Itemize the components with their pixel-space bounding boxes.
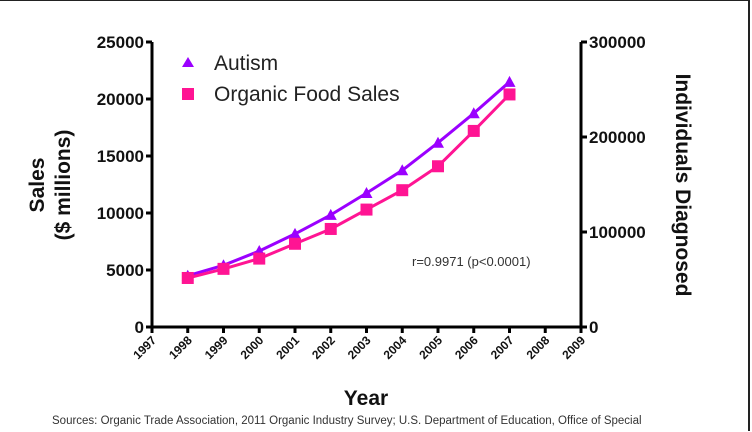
x-tick-label: 2008 [524, 333, 553, 362]
x-tick-label: 2007 [488, 333, 517, 362]
x-tick-label: 2003 [345, 333, 374, 362]
triangle-marker-2001 [289, 227, 301, 239]
y-axis-title-line1: Sales [26, 158, 49, 213]
square-marker-2003 [360, 203, 373, 216]
legend-autism-triangle-icon [182, 57, 194, 67]
x-tick-label: 2004 [381, 333, 410, 362]
y2-tick-label: 300000 [589, 33, 646, 52]
series-lines [187, 80, 511, 280]
y-tick-label: 15000 [97, 147, 144, 166]
triangle-marker-2003 [360, 187, 373, 199]
x-tick-label: 1997 [130, 333, 159, 362]
y-tick-label: 20000 [97, 90, 144, 109]
y-tick-label: 0 [135, 318, 144, 337]
triangle-marker-2007 [503, 75, 516, 87]
square-marker-2007 [503, 88, 516, 101]
legend: Autism Organic Food Sales [182, 52, 400, 106]
x-tick-label: 1999 [202, 333, 231, 362]
x-tick-label: 2000 [238, 333, 267, 362]
triangle-marker-2005 [432, 136, 444, 148]
series-line-organic-food-sales [187, 93, 511, 280]
triangle-marker-2004 [396, 164, 409, 176]
square-marker-1999 [217, 262, 230, 275]
y-tick-label: 5000 [106, 261, 144, 280]
y-tick-label: 10000 [97, 204, 144, 223]
y-tick-label: 25000 [97, 33, 144, 52]
x-tick-label: 1998 [166, 333, 195, 362]
y2-axis-title: Individuals Diagnosed [671, 74, 694, 297]
square-marker-2005 [432, 160, 444, 173]
correlation-annotation: r=0.9971 (p<0.0001) [412, 254, 531, 269]
y-axis-title-line2: ($ millions) [52, 130, 75, 241]
y2-tick-label: 200000 [589, 128, 646, 147]
y2-tick-label: 0 [589, 318, 598, 337]
x-tick-label: 2006 [452, 333, 481, 362]
legend-organic-square-icon [182, 88, 194, 100]
x-tick-label: 2009 [559, 333, 588, 362]
square-marker-1998 [181, 271, 194, 284]
triangle-marker-2006 [467, 107, 480, 119]
legend-label-autism: Autism [214, 52, 278, 75]
square-marker-2004 [396, 184, 409, 197]
square-marker-2002 [324, 222, 337, 235]
y2-tick-label: 100000 [589, 223, 646, 242]
square-marker-2001 [289, 237, 301, 250]
legend-label-organic-food-sales: Organic Food Sales [214, 83, 400, 106]
square-marker-2006 [467, 124, 480, 137]
square-marker-2000 [253, 252, 266, 265]
markers [181, 75, 516, 284]
source-note: Sources: Organic Trade Association, 2011… [52, 415, 642, 427]
x-axis-title: Year [344, 387, 388, 410]
x-tick-label: 2001 [273, 333, 302, 362]
triangle-marker-2002 [324, 208, 337, 220]
series-line-autism [187, 80, 511, 278]
x-tick-label: 2002 [309, 333, 338, 362]
x-tick-label: 2005 [416, 333, 445, 362]
